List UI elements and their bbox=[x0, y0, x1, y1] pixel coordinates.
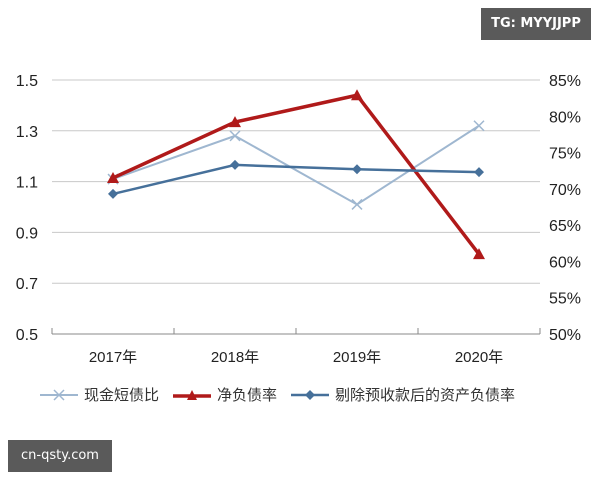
legend-item-net-debt: 净负债率 bbox=[173, 384, 277, 405]
left-axis-tick: 1.1 bbox=[16, 175, 38, 192]
right-axis-tick: 85% bbox=[549, 73, 581, 90]
legend-item-cash-ratio: 现金短债比 bbox=[40, 384, 159, 405]
diamond-marker bbox=[230, 159, 240, 170]
x-axis-label: 2018年 bbox=[211, 349, 259, 366]
triangle-marker bbox=[473, 248, 485, 260]
line-chart: 1.5 1.3 1.1 0.9 0.7 0.5 85% 80% 75% 70% 65% 60% 55%… bbox=[16, 73, 581, 366]
series-line bbox=[112, 163, 480, 196]
right-axis-tick: 75% bbox=[549, 146, 581, 163]
left-axis-ticks: 1.5 1.3 1.1 0.9 0.7 0.5 bbox=[16, 73, 38, 344]
right-axis-ticks: 85% 80% 75% 70% 65% 60% 55% 50% bbox=[549, 73, 581, 344]
x-axis-label: 2019年 bbox=[333, 349, 381, 366]
triangle-marker bbox=[107, 171, 119, 183]
legend-label: 净负债率 bbox=[217, 387, 278, 404]
legend-item-adjusted-debt: 剔除预收款后的资产负债率 bbox=[291, 384, 515, 405]
right-axis-tick: 70% bbox=[549, 182, 581, 199]
right-axis-tick: 65% bbox=[549, 218, 581, 235]
x-marker-icon bbox=[40, 388, 78, 401]
diamond-marker-icon bbox=[291, 389, 330, 400]
right-axis-tick: 80% bbox=[549, 109, 581, 126]
diamond-marker bbox=[108, 188, 118, 199]
legend-label: 现金短债比 bbox=[84, 387, 160, 404]
right-axis-tick: 55% bbox=[549, 291, 581, 308]
right-axis-tick: 60% bbox=[549, 254, 581, 271]
left-axis-tick: 1.3 bbox=[16, 124, 38, 141]
watermark-top: TG: MYYJJPP bbox=[481, 8, 591, 40]
triangle-marker bbox=[229, 116, 241, 128]
x-axis: 2017年 2018年 2019年 2020年 bbox=[51, 328, 541, 366]
legend: 现金短债比 净负债率 剔除预收款后的资产负债率 bbox=[40, 384, 529, 405]
series-lines bbox=[107, 89, 485, 260]
legend-label: 剔除预收款后的资产负债率 bbox=[335, 387, 516, 404]
triangle-marker bbox=[351, 89, 363, 101]
x-marker bbox=[351, 198, 363, 210]
left-axis-tick: 0.5 bbox=[16, 327, 38, 344]
x-marker bbox=[473, 120, 485, 132]
right-axis-tick: 50% bbox=[549, 327, 581, 344]
triangle-marker-icon bbox=[173, 389, 212, 400]
left-axis-tick: 1.5 bbox=[16, 73, 38, 90]
left-axis-tick: 0.9 bbox=[16, 225, 38, 242]
x-axis-label: 2020年 bbox=[455, 349, 503, 366]
x-axis-label: 2017年 bbox=[89, 349, 137, 366]
watermark-bottom: cn-qsty.com bbox=[8, 440, 112, 472]
diamond-marker bbox=[352, 164, 362, 175]
series-line bbox=[112, 93, 481, 256]
series-line bbox=[112, 124, 480, 206]
gridlines bbox=[52, 79, 540, 284]
left-axis-tick: 0.7 bbox=[16, 276, 38, 293]
diamond-marker bbox=[474, 167, 484, 178]
x-marker bbox=[229, 130, 241, 142]
